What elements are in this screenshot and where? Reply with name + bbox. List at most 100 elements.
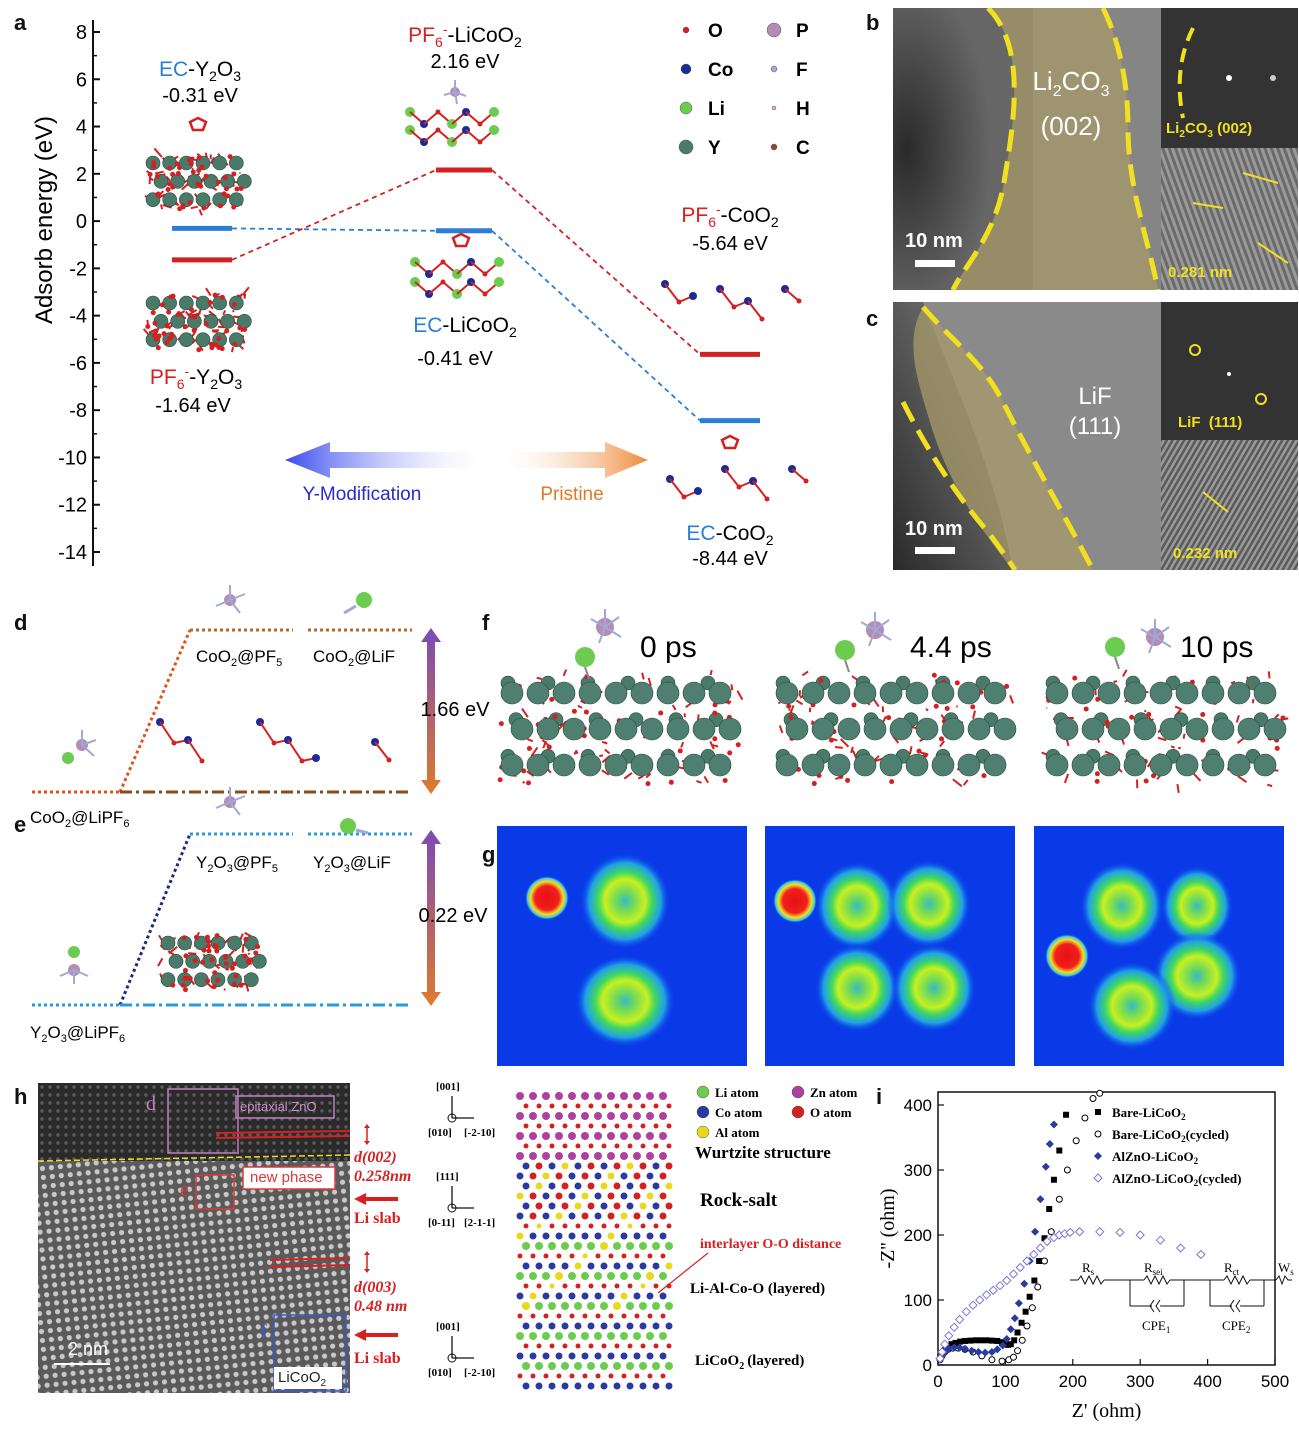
coo2-slab-top [661, 280, 802, 322]
point-square-filled-0-4 [948, 1341, 955, 1348]
panel-letter-h: h [14, 1084, 28, 1109]
panel-h-box-f: f [260, 1321, 267, 1343]
panel-h-d002-value: 0.258nm [354, 1168, 411, 1185]
panel-letter-c: c [866, 306, 879, 331]
ec-molecule-icon-1 [188, 116, 208, 132]
coo2-slab-bottom [666, 465, 809, 502]
label-ec-licoo2: EC-LiCoO2 [413, 314, 517, 340]
label-interlayer: interlayer O-O distance [700, 1237, 841, 1252]
panel-h-stem-drawing [38, 1083, 350, 1393]
panel-e-lipf6-molecule-icon [59, 946, 89, 984]
point-diamond-open-3-10 [988, 1285, 998, 1295]
y-tick-label: 100 [904, 1291, 932, 1310]
y-modification-label: Y-Modification [303, 484, 422, 505]
point-diamond-open-3-24 [1095, 1227, 1105, 1237]
point-square-filled-0-9 [972, 1337, 979, 1344]
point-diamond-filled-2-12 [998, 1341, 1007, 1350]
point-square-filled-0-28 [1056, 1147, 1063, 1154]
legend-atom-F [770, 65, 778, 73]
point-circle-open-legend1 [1094, 1130, 1102, 1138]
panel-b-fft-label: Li2CO3 (002) [1166, 120, 1253, 140]
point-diamond-open-3-28 [1175, 1243, 1186, 1253]
h-legend-dot-0 [696, 1085, 710, 1099]
point-diamond-filled-2-9 [981, 1348, 990, 1357]
md-slab-0 [497, 669, 744, 787]
legend-atom-H [771, 105, 777, 111]
panel-f-md-snapshots: 0 ps 4.4 ps 10 ps [497, 609, 1289, 794]
x-axis-label: Z' (ohm) [1072, 1400, 1142, 1422]
x-tick-label: 500 [1261, 1372, 1289, 1391]
a-tick-label: 0 [76, 211, 87, 233]
panel-f-time-0: 0 ps [640, 631, 697, 664]
x-tick-label: 200 [1059, 1372, 1087, 1391]
equivalent-circuit: Rs Rsei Rct Ws CPE1 CPE2 [1070, 1260, 1294, 1335]
point-square-filled-0-24 [1036, 1258, 1043, 1264]
panel-e-pf5-molecule-icon [215, 787, 246, 816]
point-diamond-open-legend3 [1093, 1173, 1103, 1183]
label-ec-coo2: EC-CoO2 [686, 522, 773, 548]
panel-d-pf5-molecule-icon [215, 585, 246, 614]
h-legend-dot-4 [696, 1125, 710, 1139]
circuit-rct: Rct [1224, 1260, 1240, 1277]
label-ec-y2o3: EC-Y2O3 [159, 58, 241, 84]
panel-f-time-2: 10 ps [1180, 631, 1253, 664]
panel-letter-g: g [482, 842, 496, 867]
panel-letter-e: e [14, 812, 27, 837]
point-square-filled-0-12 [988, 1337, 995, 1344]
point-diamond-open-3-8 [975, 1295, 985, 1305]
legend-label-C: C [796, 138, 810, 159]
a-tick-label: -4 [69, 306, 87, 328]
panel-c-spacing: 0.232 nm [1173, 545, 1238, 562]
panel-a-levels [172, 167, 760, 424]
point-diamond-open-3-27 [1155, 1235, 1166, 1245]
point-circle-open-1-23 [1081, 1114, 1089, 1122]
point-circle-open-1-21 [1063, 1166, 1071, 1174]
panel-h-scale: 2 nm [68, 1339, 109, 1359]
legend-atom-Li [679, 101, 693, 115]
point-circle-open-1-14 [1018, 1336, 1026, 1344]
svg-text:[001]: [001] [436, 1321, 460, 1333]
pristine-label: Pristine [540, 484, 603, 505]
y-tick-label: 300 [904, 1161, 932, 1180]
pf6-molecule-icon [443, 80, 467, 105]
panel-d-lipf6-molecule-icon [62, 730, 97, 764]
a-tick-label: 2 [76, 164, 87, 186]
panel-h-li-slab-1: Li slab [354, 1210, 401, 1227]
point-diamond-open-3-7 [968, 1300, 978, 1310]
a-tick-label: -2 [69, 258, 87, 280]
point-diamond-open-3-12 [1002, 1275, 1012, 1286]
point-diamond-filled-2-15 [1010, 1314, 1019, 1323]
point-square-filled-0-5 [952, 1339, 959, 1346]
x-tick-label: 400 [1193, 1372, 1221, 1391]
panel-h-box-e: e [180, 1179, 189, 1201]
point-square-filled-0-20 [1018, 1319, 1025, 1326]
circuit-rs: Rs [1082, 1260, 1095, 1277]
panel-a-y-axis: 8 6 4 2 0 -2 -4 -6 -8 -10 -12 -14 [58, 20, 100, 566]
point-circle-open-1-16 [1028, 1304, 1036, 1312]
panel-h-epitaxial-label: epitaxial ZnO [240, 1099, 317, 1114]
label-pf6-y2o3: PF6--Y2O3 [150, 363, 242, 392]
point-circle-open-1-18 [1040, 1257, 1048, 1265]
point-diamond-open-3-16 [1029, 1249, 1039, 1260]
a-tick-label: 6 [76, 69, 87, 91]
charge-map-4.4ps [765, 826, 1015, 1066]
a-tick-label: -6 [69, 353, 87, 375]
point-square-filled-0-6 [957, 1338, 964, 1345]
li-atom [1105, 637, 1125, 657]
point-circle-open-1-9 [988, 1356, 996, 1364]
point-diamond-filled-2-6 [960, 1344, 969, 1353]
point-diamond-filled-2-23 [1049, 1120, 1058, 1129]
y-modification-arrow [285, 442, 480, 478]
panel-e-energy-arrow [421, 830, 441, 1006]
point-diamond-filled-legend2 [1094, 1152, 1102, 1160]
licoo2-slab-mid [410, 257, 504, 299]
point-diamond-filled-2-20 [1036, 1195, 1045, 1204]
point-diamond-open-3-11 [995, 1280, 1005, 1291]
point-diamond-filled-2-8 [974, 1348, 983, 1356]
chart-frame [937, 1091, 1276, 1366]
a-tick-label: 8 [76, 22, 87, 44]
circuit-rsei: Rsei [1144, 1260, 1163, 1277]
legend-label-H: H [796, 99, 810, 120]
panel-e-left-label: Y2O3@LiPF6 [30, 1023, 125, 1045]
point-circle-open-1-20 [1055, 1195, 1063, 1203]
